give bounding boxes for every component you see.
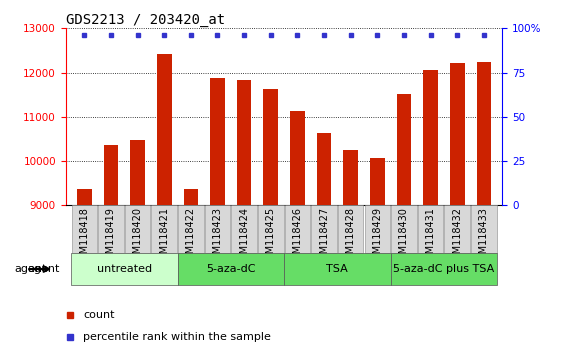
Text: GSM118418: GSM118418	[79, 207, 89, 266]
Bar	[317, 133, 331, 205]
Text: TSA: TSA	[327, 264, 348, 274]
FancyBboxPatch shape	[98, 205, 124, 253]
Text: GSM118423: GSM118423	[212, 207, 223, 266]
Text: GSM118424: GSM118424	[239, 207, 249, 266]
Bar	[237, 80, 251, 205]
Bar	[183, 189, 198, 205]
FancyBboxPatch shape	[71, 205, 97, 253]
Bar	[290, 111, 305, 205]
Text: GSM118433: GSM118433	[479, 207, 489, 266]
Text: 5-aza-dC plus TSA: 5-aza-dC plus TSA	[393, 264, 494, 274]
FancyBboxPatch shape	[391, 253, 497, 285]
FancyBboxPatch shape	[338, 205, 364, 253]
FancyBboxPatch shape	[471, 205, 497, 253]
Text: GSM118421: GSM118421	[159, 207, 169, 266]
Text: GSM118426: GSM118426	[292, 207, 303, 266]
Text: GSM118422: GSM118422	[186, 207, 196, 266]
FancyBboxPatch shape	[418, 205, 443, 253]
FancyBboxPatch shape	[71, 253, 178, 285]
Text: agent: agent	[27, 264, 60, 274]
Text: agent: agent	[14, 264, 47, 274]
Bar	[157, 54, 171, 205]
Text: GSM118431: GSM118431	[425, 207, 436, 266]
FancyBboxPatch shape	[311, 205, 337, 253]
Text: untreated: untreated	[96, 264, 152, 274]
Bar	[450, 63, 465, 205]
FancyBboxPatch shape	[204, 205, 230, 253]
Bar	[477, 62, 491, 205]
Bar	[397, 94, 411, 205]
Text: GSM118427: GSM118427	[319, 207, 329, 266]
Text: GSM118429: GSM118429	[372, 207, 383, 266]
Bar	[130, 140, 145, 205]
Text: 5-aza-dC: 5-aza-dC	[206, 264, 256, 274]
FancyBboxPatch shape	[284, 205, 310, 253]
Bar	[423, 70, 438, 205]
Bar	[343, 150, 358, 205]
FancyBboxPatch shape	[151, 205, 177, 253]
Text: GSM118419: GSM118419	[106, 207, 116, 266]
Text: GSM118430: GSM118430	[399, 207, 409, 266]
FancyBboxPatch shape	[125, 205, 150, 253]
Text: GSM118425: GSM118425	[266, 207, 276, 266]
FancyBboxPatch shape	[231, 205, 257, 253]
Bar	[210, 78, 225, 205]
Text: count: count	[83, 310, 115, 320]
Text: GDS2213 / 203420_at: GDS2213 / 203420_at	[66, 13, 225, 27]
Text: GSM118432: GSM118432	[452, 207, 462, 266]
Text: GSM118428: GSM118428	[345, 207, 356, 266]
FancyBboxPatch shape	[178, 253, 284, 285]
FancyBboxPatch shape	[364, 205, 390, 253]
Bar	[77, 189, 91, 205]
FancyBboxPatch shape	[391, 205, 417, 253]
FancyBboxPatch shape	[284, 253, 391, 285]
FancyBboxPatch shape	[444, 205, 470, 253]
FancyBboxPatch shape	[178, 205, 204, 253]
Text: GSM118420: GSM118420	[132, 207, 143, 266]
Text: percentile rank within the sample: percentile rank within the sample	[83, 332, 271, 342]
Bar	[103, 145, 118, 205]
FancyBboxPatch shape	[258, 205, 284, 253]
Bar	[370, 158, 385, 205]
Bar	[263, 90, 278, 205]
